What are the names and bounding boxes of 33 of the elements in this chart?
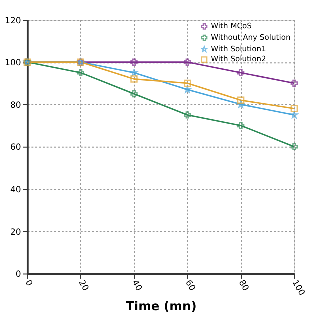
- point: [130, 76, 138, 83]
- point: [130, 90, 138, 98]
- point: [290, 112, 298, 118]
- x-tick-label: 0: [22, 278, 34, 288]
- x-tick-label: 20: [76, 278, 90, 294]
- y-tick-label: 0: [16, 270, 22, 280]
- point: [237, 69, 245, 77]
- point: [290, 143, 298, 151]
- y-tick-label: 20: [10, 228, 22, 238]
- legend-label: With MCoS: [211, 22, 252, 31]
- point: [237, 122, 245, 130]
- point: [184, 58, 192, 66]
- point: [184, 80, 192, 88]
- point: [130, 69, 138, 76]
- point: [130, 58, 138, 66]
- point: [184, 86, 192, 94]
- point: [237, 96, 245, 104]
- y-tick-label: 60: [10, 143, 22, 154]
- legend-label: With Solution2: [211, 54, 267, 64]
- point: [290, 105, 298, 112]
- x-tick-label: 80: [236, 278, 251, 294]
- x-tick-label: 60: [183, 278, 198, 294]
- x-axis-title: Time (mn): [126, 300, 197, 314]
- point: [184, 112, 192, 119]
- y-tick-label: 120: [5, 16, 22, 26]
- legend-label: With Solution1: [211, 44, 267, 54]
- y-tick-label: 80: [10, 100, 22, 111]
- y-tick-label: 40: [10, 186, 22, 196]
- point: [290, 80, 298, 88]
- legend-label: Without Any Solution: [211, 32, 291, 42]
- point: [77, 69, 84, 77]
- y-tick-label: 100: [5, 58, 22, 69]
- x-tick-label: 40: [130, 278, 144, 294]
